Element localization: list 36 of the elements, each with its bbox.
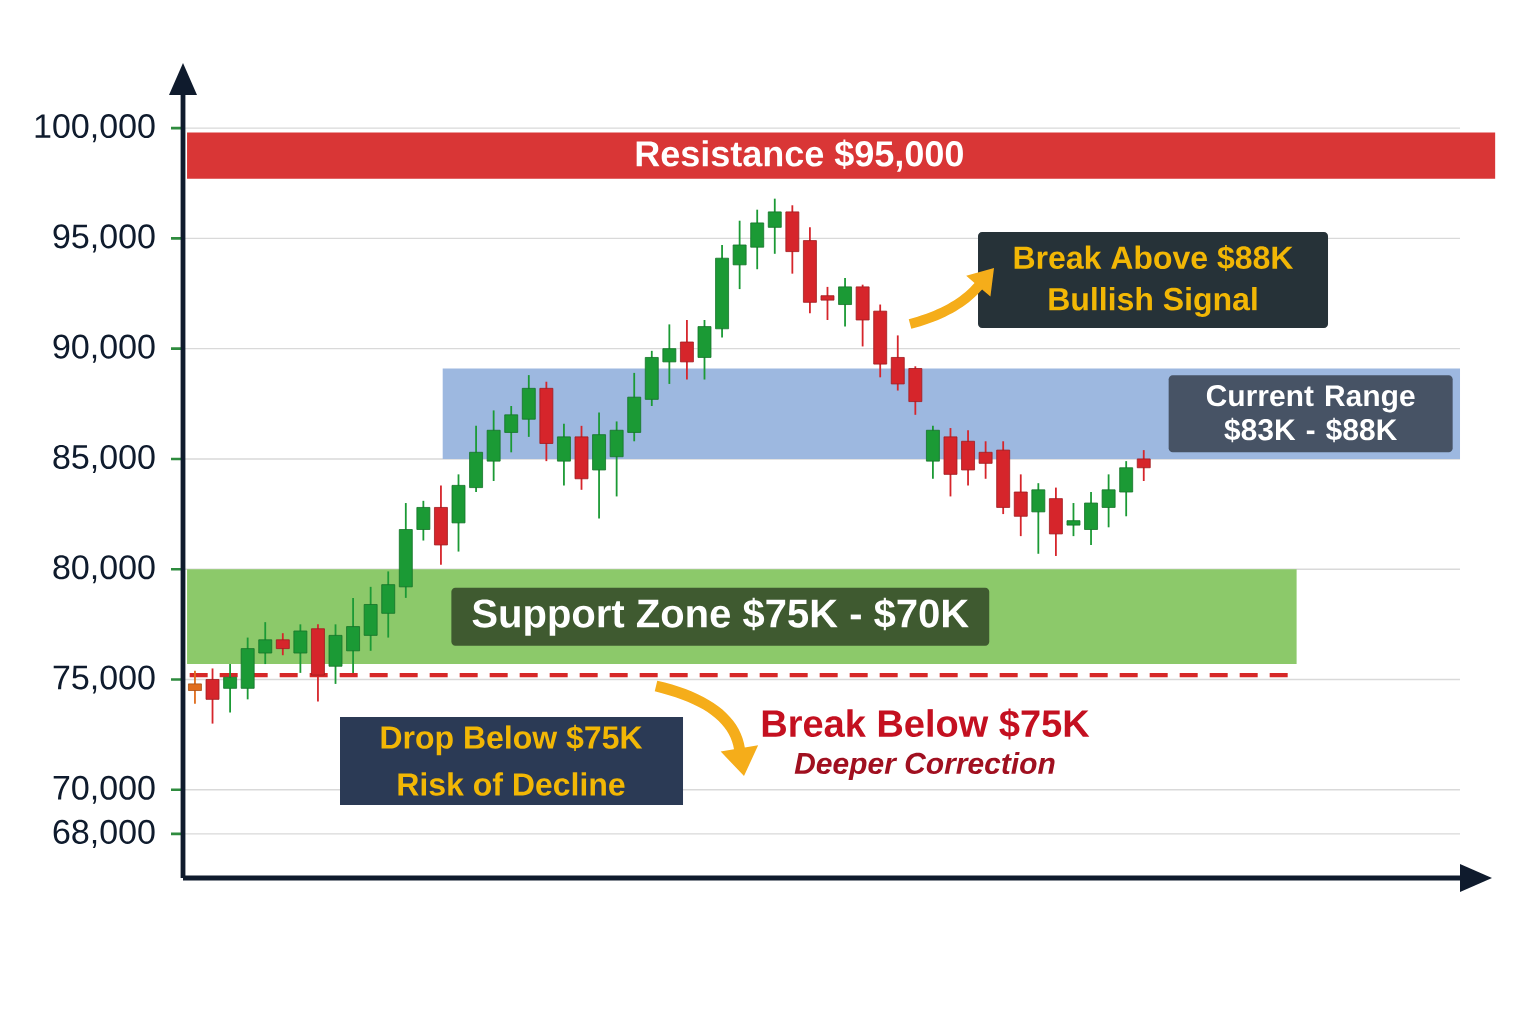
y-tick-label: 90,000	[53, 334, 155, 363]
candlestick	[275, 632, 290, 657]
candlestick	[205, 667, 220, 725]
y-tick-label: 85,000	[53, 444, 155, 473]
y-tick-label: 95,000	[53, 224, 155, 253]
candlestick	[820, 285, 835, 321]
y-tick-label: 70,000	[53, 775, 155, 804]
band-label: Current Range $83K - $88K	[1206, 385, 1415, 443]
annotation: Deeper Correction	[794, 752, 1055, 780]
candlestick	[662, 323, 677, 385]
y-tick-label: 80,000	[53, 555, 155, 584]
candlestick	[416, 499, 431, 542]
y-tick-label: 100,000	[35, 114, 155, 143]
candlestick	[258, 621, 273, 665]
candlestick	[680, 319, 694, 381]
candlestick	[732, 219, 747, 290]
annotation: Bullish Signal	[1049, 287, 1257, 317]
band-label: Support Zone $75K - $70K	[472, 597, 969, 636]
y-tick-label: 68,000	[53, 819, 155, 848]
candlestick	[223, 663, 237, 714]
annotation: Break Below $75K	[762, 708, 1090, 740]
candlestick	[838, 277, 852, 328]
candlestick	[1101, 473, 1116, 529]
candlestick	[293, 623, 308, 674]
annotation: Risk of Decline	[398, 772, 625, 796]
candlestick	[1066, 502, 1081, 538]
annotation: Break Above $88K	[1014, 244, 1294, 272]
candlestick	[978, 440, 993, 480]
candlestick	[504, 405, 519, 454]
annotation: Drop Below $75K	[381, 724, 643, 756]
band-label: Resistance $95,000	[636, 139, 963, 172]
candlestick	[188, 669, 202, 705]
candlestick	[767, 197, 782, 255]
y-tick-label: 75,000	[53, 665, 155, 694]
candlestick	[1136, 449, 1151, 482]
candlestick	[1031, 482, 1046, 555]
